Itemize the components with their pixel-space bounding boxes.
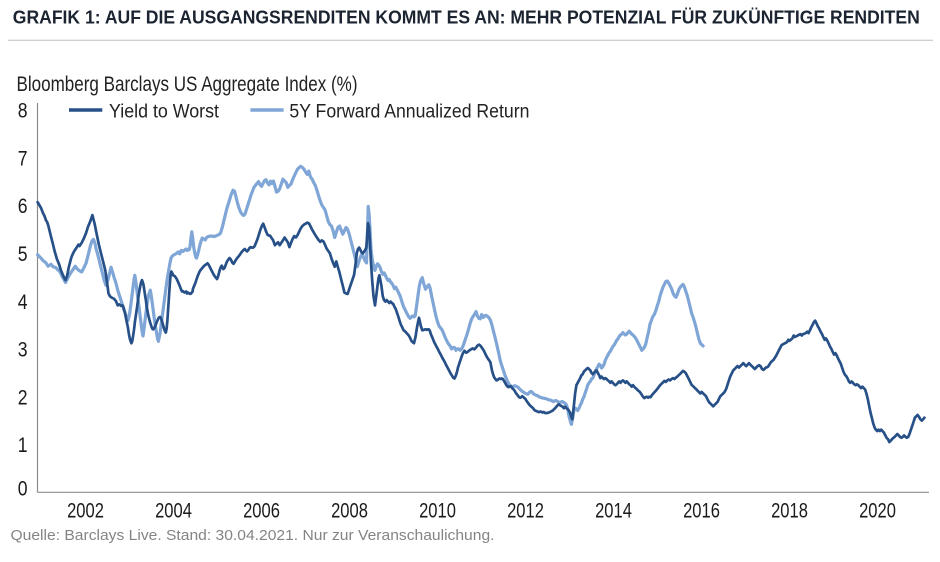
svg-text:2014: 2014 xyxy=(595,499,632,522)
svg-text:5Y Forward Annualized Return: 5Y Forward Annualized Return xyxy=(289,101,529,122)
svg-text:2008: 2008 xyxy=(331,499,368,522)
svg-text:3: 3 xyxy=(18,339,28,362)
svg-text:5: 5 xyxy=(18,243,28,266)
svg-text:8: 8 xyxy=(18,100,28,123)
svg-text:Quelle: Barclays Live. Stand:: Quelle: Barclays Live. Stand: 30.04.2021… xyxy=(11,528,495,544)
svg-text:Bloomberg Barclays US Aggregat: Bloomberg Barclays US Aggregate Index (%… xyxy=(17,73,358,96)
svg-text:2010: 2010 xyxy=(419,499,456,522)
svg-text:2: 2 xyxy=(18,386,28,409)
svg-text:2012: 2012 xyxy=(507,499,544,522)
svg-text:Yield to Worst: Yield to Worst xyxy=(109,101,220,122)
svg-text:GRAFIK 1: AUF DIE AUSGANGSREND: GRAFIK 1: AUF DIE AUSGANGSRENDITEN KOMMT… xyxy=(13,7,920,28)
svg-text:2002: 2002 xyxy=(67,499,104,522)
svg-text:4: 4 xyxy=(18,291,28,314)
svg-text:2006: 2006 xyxy=(243,499,280,522)
svg-text:2020: 2020 xyxy=(859,499,896,522)
svg-text:2004: 2004 xyxy=(155,499,192,522)
svg-text:6: 6 xyxy=(18,195,28,218)
svg-text:1: 1 xyxy=(18,434,28,457)
svg-text:7: 7 xyxy=(18,147,28,170)
svg-text:2018: 2018 xyxy=(771,499,808,522)
svg-text:2016: 2016 xyxy=(683,499,720,522)
svg-text:0: 0 xyxy=(18,477,28,500)
